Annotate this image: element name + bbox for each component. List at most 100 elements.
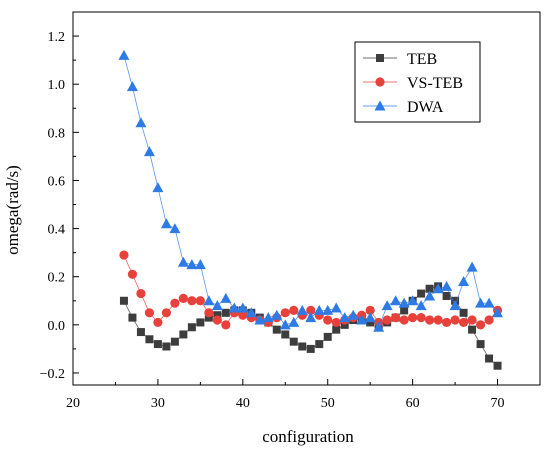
data-point-dwa	[483, 297, 495, 308]
data-point-dwa	[390, 295, 402, 306]
data-point-dwa	[330, 302, 342, 313]
data-point-dwa	[458, 276, 470, 287]
data-point-vs-teb	[306, 305, 316, 315]
data-point-teb	[493, 361, 502, 370]
data-point-dwa	[415, 300, 427, 311]
data-point-vs-teb	[467, 315, 477, 325]
data-point-dwa	[373, 321, 385, 332]
data-point-vs-teb	[323, 315, 333, 325]
data-point-teb	[128, 313, 137, 322]
data-point-teb	[145, 335, 154, 344]
data-point-vs-teb	[280, 308, 290, 318]
data-point-teb	[306, 344, 315, 353]
y-tick-label: 0.2	[48, 271, 66, 286]
data-point-dwa	[347, 309, 359, 320]
data-point-vs-teb	[212, 315, 222, 325]
data-point-dwa	[356, 314, 368, 325]
data-point-teb	[400, 306, 409, 315]
data-point-vs-teb	[195, 296, 205, 306]
plot-frame	[72, 11, 541, 386]
y-tick-label: 0.4	[48, 223, 66, 238]
data-point-teb	[204, 313, 213, 322]
data-point-dwa	[152, 182, 164, 193]
data-point-teb	[332, 325, 341, 334]
data-point-vs-teb	[365, 305, 375, 315]
data-point-dwa	[441, 280, 453, 291]
data-point-vs-teb	[433, 315, 443, 325]
data-point-dwa	[288, 316, 300, 327]
data-point-teb	[162, 342, 171, 351]
data-point-vs-teb	[416, 313, 426, 323]
data-point-vs-teb	[484, 315, 494, 325]
data-point-dwa	[143, 146, 155, 157]
data-point-teb	[340, 320, 349, 329]
data-point-dwa	[466, 261, 478, 272]
data-point-dwa	[279, 319, 291, 330]
x-tick-label: 30	[151, 396, 165, 411]
x-tick-label: 50	[321, 396, 335, 411]
data-point-dwa	[492, 307, 504, 318]
x-tick-label: 40	[236, 396, 250, 411]
data-point-dwa	[313, 304, 325, 315]
data-point-teb	[136, 328, 145, 337]
data-point-teb	[119, 296, 128, 305]
y-tick-label: 0.0	[48, 319, 66, 334]
data-point-vs-teb	[382, 315, 392, 325]
data-point-teb	[213, 311, 222, 320]
y-tick-label: −0.2	[40, 367, 65, 382]
data-point-teb	[315, 340, 324, 349]
x-tick-label: 20	[66, 396, 80, 411]
data-point-teb	[485, 354, 494, 363]
data-point-dwa	[322, 304, 334, 315]
data-point-teb	[442, 291, 451, 300]
legend-label-dwa: DWA	[407, 99, 444, 116]
data-point-dwa	[245, 307, 257, 318]
data-point-vs-teb	[391, 313, 401, 323]
y-tick-label: 0.6	[48, 174, 66, 189]
data-point-teb	[468, 325, 477, 334]
data-point-dwa	[220, 292, 232, 303]
data-point-vs-teb	[187, 296, 197, 306]
data-point-dwa	[237, 302, 249, 313]
y-axis-title: omega(rad/s)	[3, 165, 22, 255]
data-point-vs-teb	[399, 315, 409, 325]
data-point-teb	[298, 342, 307, 351]
data-point-dwa	[449, 300, 461, 311]
data-point-dwa	[211, 300, 223, 311]
data-point-teb	[323, 332, 332, 341]
x-tick-label: 60	[406, 396, 420, 411]
x-axis-title: configuration	[262, 427, 354, 446]
data-point-vs-teb	[475, 320, 486, 330]
data-point-dwa	[381, 300, 393, 311]
data-point-dwa	[177, 256, 189, 267]
data-point-vs-teb	[221, 320, 231, 330]
data-point-teb	[153, 340, 162, 349]
legend-label-vs-teb: VS-TEB	[407, 75, 463, 92]
data-point-teb	[459, 308, 468, 317]
data-point-vs-teb	[170, 298, 180, 308]
data-point-dwa	[194, 259, 206, 270]
data-point-dwa	[271, 309, 283, 320]
data-point-dwa	[126, 81, 138, 92]
data-point-dwa	[432, 283, 444, 294]
legend-marker-dwa	[374, 100, 386, 111]
data-point-vs-teb	[127, 269, 138, 279]
data-point-vs-teb	[178, 293, 188, 303]
plot-border	[72, 11, 541, 386]
data-point-vs-teb	[144, 308, 155, 318]
data-point-dwa	[169, 223, 181, 234]
data-point-vs-teb	[408, 313, 418, 323]
series-layer	[118, 49, 504, 370]
data-point-teb	[272, 325, 281, 334]
data-point-vs-teb	[119, 250, 129, 260]
x-axis: 20 30 40 50 60 70	[66, 379, 505, 411]
data-point-dwa	[228, 302, 240, 313]
series-dwa	[118, 49, 504, 332]
data-point-teb	[289, 337, 298, 346]
data-point-teb	[476, 340, 485, 349]
data-point-dwa	[364, 312, 376, 323]
data-point-dwa	[203, 295, 215, 306]
data-point-dwa	[296, 304, 308, 315]
data-point-teb	[425, 284, 434, 293]
